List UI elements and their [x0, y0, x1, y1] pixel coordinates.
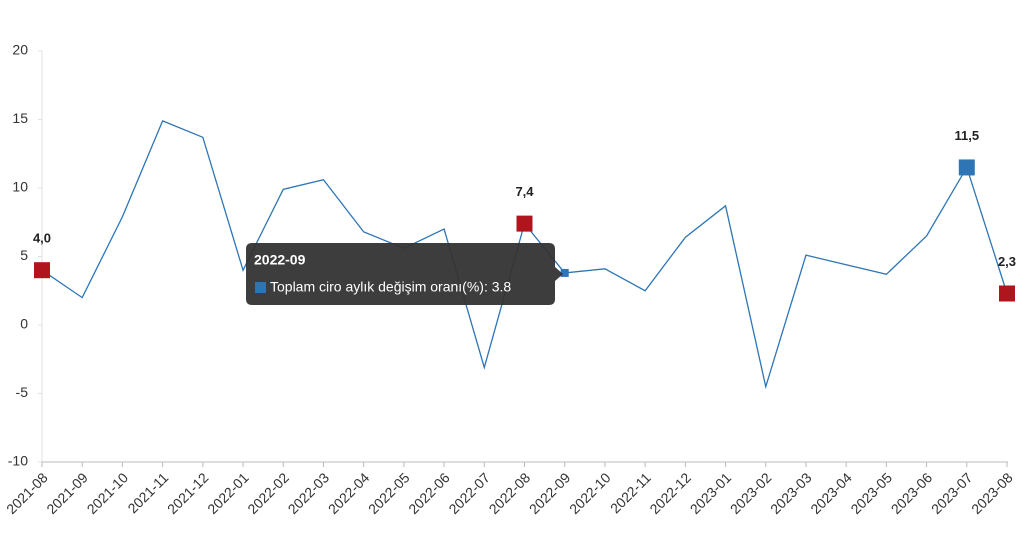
tooltip-swatch: [255, 282, 266, 293]
x-tick-label: 2022-11: [607, 469, 654, 516]
y-tick-label: 5: [20, 247, 28, 263]
x-tick-label: 2023-04: [807, 469, 855, 517]
x-tick-label: 2023-08: [968, 469, 1016, 517]
y-tick-label: 20: [12, 42, 28, 58]
value-label: 7,4: [515, 184, 534, 199]
tooltip-title: 2022-09: [254, 252, 306, 268]
x-tick-label: 2023-03: [767, 469, 815, 517]
tooltip-text: Toplam ciro aylık değişim oranı(%): 3.8: [270, 279, 511, 295]
x-tick-label: 2022-06: [405, 469, 453, 517]
value-label: 4,0: [33, 231, 51, 246]
x-tick-label: 2022-08: [486, 469, 534, 517]
x-tick-label: 2023-01: [687, 469, 735, 517]
value-label: 11,5: [954, 128, 979, 143]
x-tick-label: 2022-10: [566, 469, 614, 517]
x-tick-label: 2023-06: [888, 469, 936, 517]
x-tick-label: 2021-12: [164, 469, 212, 517]
point-marker: [34, 262, 50, 279]
value-label: 2,3: [998, 254, 1016, 269]
tooltip-box: [246, 243, 563, 305]
y-tick-label: -5: [16, 384, 29, 400]
point-marker: [560, 268, 569, 277]
y-tick-label: 15: [12, 110, 28, 126]
x-tick-label: 2021-09: [43, 469, 91, 517]
y-tick-label: 10: [12, 179, 28, 195]
x-tick-label: 2022-09: [526, 469, 574, 517]
x-tick-label: 2021-08: [3, 469, 51, 517]
x-tick-label: 2021-11: [124, 469, 171, 516]
x-tick-label: 2022-05: [365, 469, 413, 517]
x-tick-label: 2023-02: [727, 469, 775, 517]
x-tick-label: 2022-12: [646, 469, 694, 517]
point-marker: [999, 285, 1015, 302]
y-tick-label: 0: [20, 316, 28, 332]
y-tick-label: -10: [8, 453, 28, 469]
x-tick-label: 2023-07: [928, 469, 976, 517]
x-tick-label: 2021-10: [84, 469, 132, 517]
x-tick-label: 2022-03: [285, 469, 333, 517]
point-marker: [516, 215, 533, 232]
x-tick-label: 2022-04: [325, 469, 373, 517]
x-tick-label: 2022-07: [445, 469, 493, 517]
x-tick-label: 2023-05: [847, 469, 895, 517]
x-tick-label: 2022-01: [204, 469, 252, 517]
x-tick-label: 2022-02: [244, 469, 292, 517]
point-marker: [958, 159, 975, 176]
tooltip: 2022-09 Toplam ciro aylık değişim oranı(%…: [246, 243, 563, 305]
